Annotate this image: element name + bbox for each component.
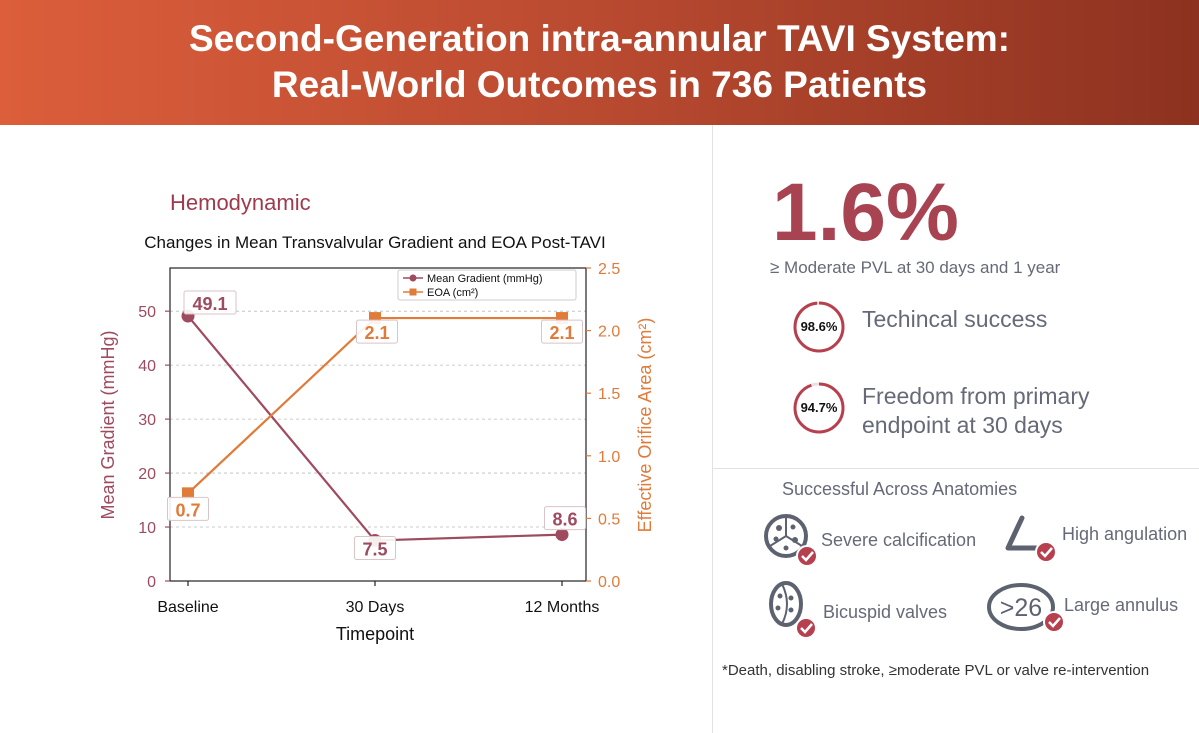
- anatomy-label-annulus: Large annulus: [1064, 595, 1179, 615]
- anatomy-label-angulation: High angulation: [1062, 524, 1188, 544]
- right-tick-label: 0.5: [598, 511, 620, 528]
- header-banner: Second-Generation intra-annular TAVI Sys…: [0, 0, 1199, 125]
- x-tick-label: Baseline: [157, 599, 218, 616]
- x-axis-label: Timepoint: [336, 624, 414, 644]
- legend-label-gradient: Mean Gradient (mmHg): [427, 273, 543, 285]
- gradient-data-label-text: 49.1: [192, 294, 227, 314]
- eoa-data-label-text: 2.1: [549, 323, 574, 343]
- gradient-data-label: 8.6: [544, 506, 586, 531]
- technical-success-label: Techincal success: [862, 305, 1047, 334]
- left-tick-label: 10: [138, 520, 156, 537]
- eoa-data-label-box: [541, 319, 583, 344]
- x-tick-label: 12 Months: [525, 599, 600, 616]
- left-axis-ticks: 0 10 20 30 40 50: [138, 304, 170, 591]
- chart-title: Changes in Mean Transvalvular Gradient a…: [144, 233, 605, 252]
- title-line-1: Second-Generation intra-annular TAVI Sys…: [189, 18, 1010, 59]
- right-tick-label: 2.5: [598, 261, 620, 278]
- primary-endpoint-text-2: endpoint at 30 days: [862, 412, 1063, 438]
- pvl-stat-label: ≥ Moderate PVL at 30 days and 1 year: [770, 258, 1061, 277]
- right-axis-ticks: 0.0 0.5 1.0 1.5 2.0 2.5: [586, 261, 620, 591]
- bicuspid-valve-icon: [769, 581, 817, 639]
- technical-success-arc: [793, 301, 845, 353]
- gradient-data-label-text: 7.5: [362, 540, 387, 560]
- right-tick-label: 1.0: [598, 449, 620, 466]
- data-point-gradient: [555, 528, 569, 542]
- left-tick-label: 20: [138, 466, 156, 483]
- series-line-0: [187, 315, 563, 542]
- horizontal-divider: [713, 468, 1199, 469]
- anatomy-label-bicuspid: Bicuspid valves: [823, 602, 948, 622]
- technical-success-ring: 98.6%: [792, 300, 846, 354]
- left-tick-label: 0: [147, 574, 156, 591]
- gradient-data-label-box: [183, 290, 237, 315]
- primary-endpoint-ring: 94.7%: [792, 381, 846, 435]
- gradient-data-label: 7.5: [354, 536, 396, 561]
- gradient-data-label-box: [354, 536, 396, 561]
- gradient-data-label: 49.1: [183, 290, 237, 315]
- hemodynamic-chart: Changes in Mean Transvalvular Gradient a…: [98, 233, 655, 644]
- eoa-data-label: 2.1: [541, 319, 583, 344]
- x-tick-label: 30 Days: [346, 599, 405, 616]
- eoa-data-label-text: 2.1: [364, 323, 389, 343]
- technical-success-text: Techincal success: [862, 306, 1048, 332]
- data-point-eoa: [182, 487, 194, 500]
- legend-label-eoa: EOA (cm²): [427, 287, 478, 299]
- pvl-big-stat: 1.6%: [772, 167, 959, 258]
- legend-box: [397, 269, 577, 301]
- left-tick-label: 40: [138, 358, 156, 375]
- footnote: *Death, disabling stroke, ≥moderate PVL …: [722, 662, 1150, 679]
- annulus-size-text: >26: [1000, 594, 1042, 622]
- primary-endpoint-text-1: Freedom from primary: [862, 383, 1090, 409]
- left-axis-label: Mean Gradient (mmHg): [98, 330, 118, 519]
- x-axis-ticks: Baseline 30 Days 12 Months: [157, 581, 599, 616]
- calcified-valve-icon: [764, 514, 818, 567]
- data-labels-layer: 49.1 7.5 8.6 0.7 2.1 2.1: [167, 290, 586, 561]
- angulation-icon: [1005, 515, 1057, 563]
- legend-marker-gradient: [409, 274, 417, 282]
- eoa-data-label: 0.7: [167, 496, 209, 521]
- primary-endpoint-label: Freedom from primary endpoint at 30 days: [862, 382, 1089, 440]
- legend: Mean Gradient (mmHg) EOA (cm²): [397, 269, 577, 301]
- plot-frame: [169, 267, 587, 582]
- anatomies-title: Successful Across Anatomies: [782, 479, 1018, 499]
- series-line-1: [187, 316, 562, 495]
- section-title: Hemodynamic: [170, 190, 311, 215]
- eoa-data-label-text: 0.7: [175, 500, 200, 520]
- right-axis-label: Effective Orifice Area (cm²): [635, 318, 655, 533]
- gradient-data-label-box: [544, 506, 586, 531]
- right-tick-label: 1.5: [598, 386, 620, 403]
- vertical-divider: [712, 125, 713, 733]
- gradient-data-label-text: 8.6: [552, 510, 577, 530]
- primary-endpoint-pct: 94.7%: [800, 400, 838, 415]
- left-tick-label: 30: [138, 412, 156, 429]
- left-tick-label: 50: [138, 304, 156, 321]
- large-annulus-icon: >26: [987, 583, 1065, 633]
- eoa-data-label: 2.1: [356, 319, 398, 344]
- anatomy-label-calcification: Severe calcification: [821, 530, 977, 550]
- eoa-data-label-box: [167, 496, 209, 521]
- eoa-data-label-box: [356, 319, 398, 344]
- right-tick-label: 0.0: [598, 574, 620, 591]
- series-layer: [181, 309, 569, 548]
- legend-marker-eoa: [409, 288, 417, 296]
- primary-endpoint-arc: [793, 382, 845, 434]
- right-tick-label: 2.0: [598, 324, 620, 341]
- title-line-2: Real-World Outcomes in 736 Patients: [271, 64, 928, 105]
- technical-success-pct: 98.6%: [800, 319, 838, 334]
